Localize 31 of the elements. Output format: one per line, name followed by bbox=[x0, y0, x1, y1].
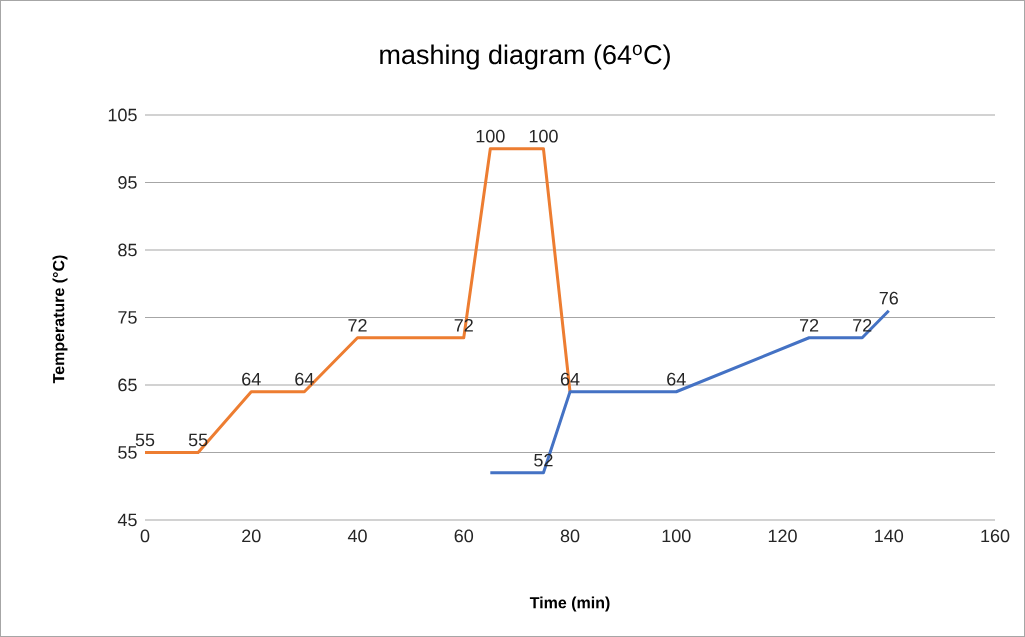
y-tick-label: 95 bbox=[118, 176, 137, 189]
y-tick-label: 85 bbox=[118, 243, 137, 257]
data-label: 55 bbox=[188, 433, 208, 447]
y-axis-title: Temperature (°C) bbox=[52, 255, 68, 384]
x-tick-label: 120 bbox=[768, 529, 797, 543]
data-label: 55 bbox=[135, 433, 155, 447]
x-tick-label: 20 bbox=[242, 529, 261, 543]
data-label: 72 bbox=[348, 318, 367, 332]
y-tick-label: 55 bbox=[118, 446, 137, 459]
data-label: 100 bbox=[529, 129, 558, 143]
x-tick-label: 140 bbox=[875, 529, 904, 543]
x-axis-title: Time (min) bbox=[529, 596, 610, 612]
data-label: 76 bbox=[879, 291, 898, 305]
x-tick-label: 160 bbox=[981, 529, 1010, 543]
x-tick-label: 60 bbox=[454, 529, 474, 543]
data-label: 100 bbox=[476, 129, 505, 143]
x-tick-label: 40 bbox=[347, 529, 367, 543]
chart-title: mashing diagram (64$^{o}$C) bbox=[380, 44, 670, 70]
y-tick-label: 75 bbox=[118, 311, 137, 324]
data-label: 72 bbox=[853, 318, 872, 332]
y-tick-label: 45 bbox=[117, 513, 137, 527]
data-label: 72 bbox=[799, 318, 819, 332]
data-label: 64 bbox=[242, 372, 261, 386]
x-tick-label: 100 bbox=[662, 529, 691, 543]
x-tick-label: 0 bbox=[140, 529, 150, 543]
line-series bbox=[488, 309, 891, 475]
data-label: 64 bbox=[667, 372, 686, 386]
data-label: 64 bbox=[295, 372, 314, 386]
x-tick-label: 80 bbox=[560, 529, 580, 543]
y-tick-label: 65 bbox=[118, 378, 137, 392]
y-tick-label: 105 bbox=[108, 108, 137, 122]
